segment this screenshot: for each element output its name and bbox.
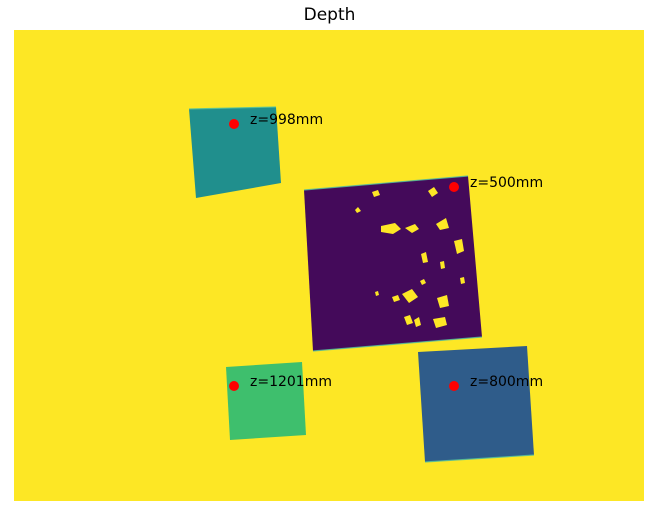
marker-998 — [229, 119, 239, 129]
label-998: z=998mm — [250, 112, 323, 128]
marker-1201 — [229, 381, 239, 391]
marker-800 — [449, 381, 459, 391]
depth-region-800 — [418, 346, 534, 462]
depth-region-500 — [304, 176, 482, 351]
depth-edge-noise — [188, 106, 535, 463]
depth-holes — [355, 187, 465, 328]
label-500: z=500mm — [470, 175, 543, 191]
label-800: z=800mm — [470, 374, 543, 390]
depth-region-1201 — [226, 362, 306, 440]
depth-region-998 — [189, 107, 281, 198]
marker-500 — [449, 182, 459, 192]
figure-title: Depth — [303, 5, 356, 25]
label-1201: z=1201mm — [250, 374, 332, 390]
